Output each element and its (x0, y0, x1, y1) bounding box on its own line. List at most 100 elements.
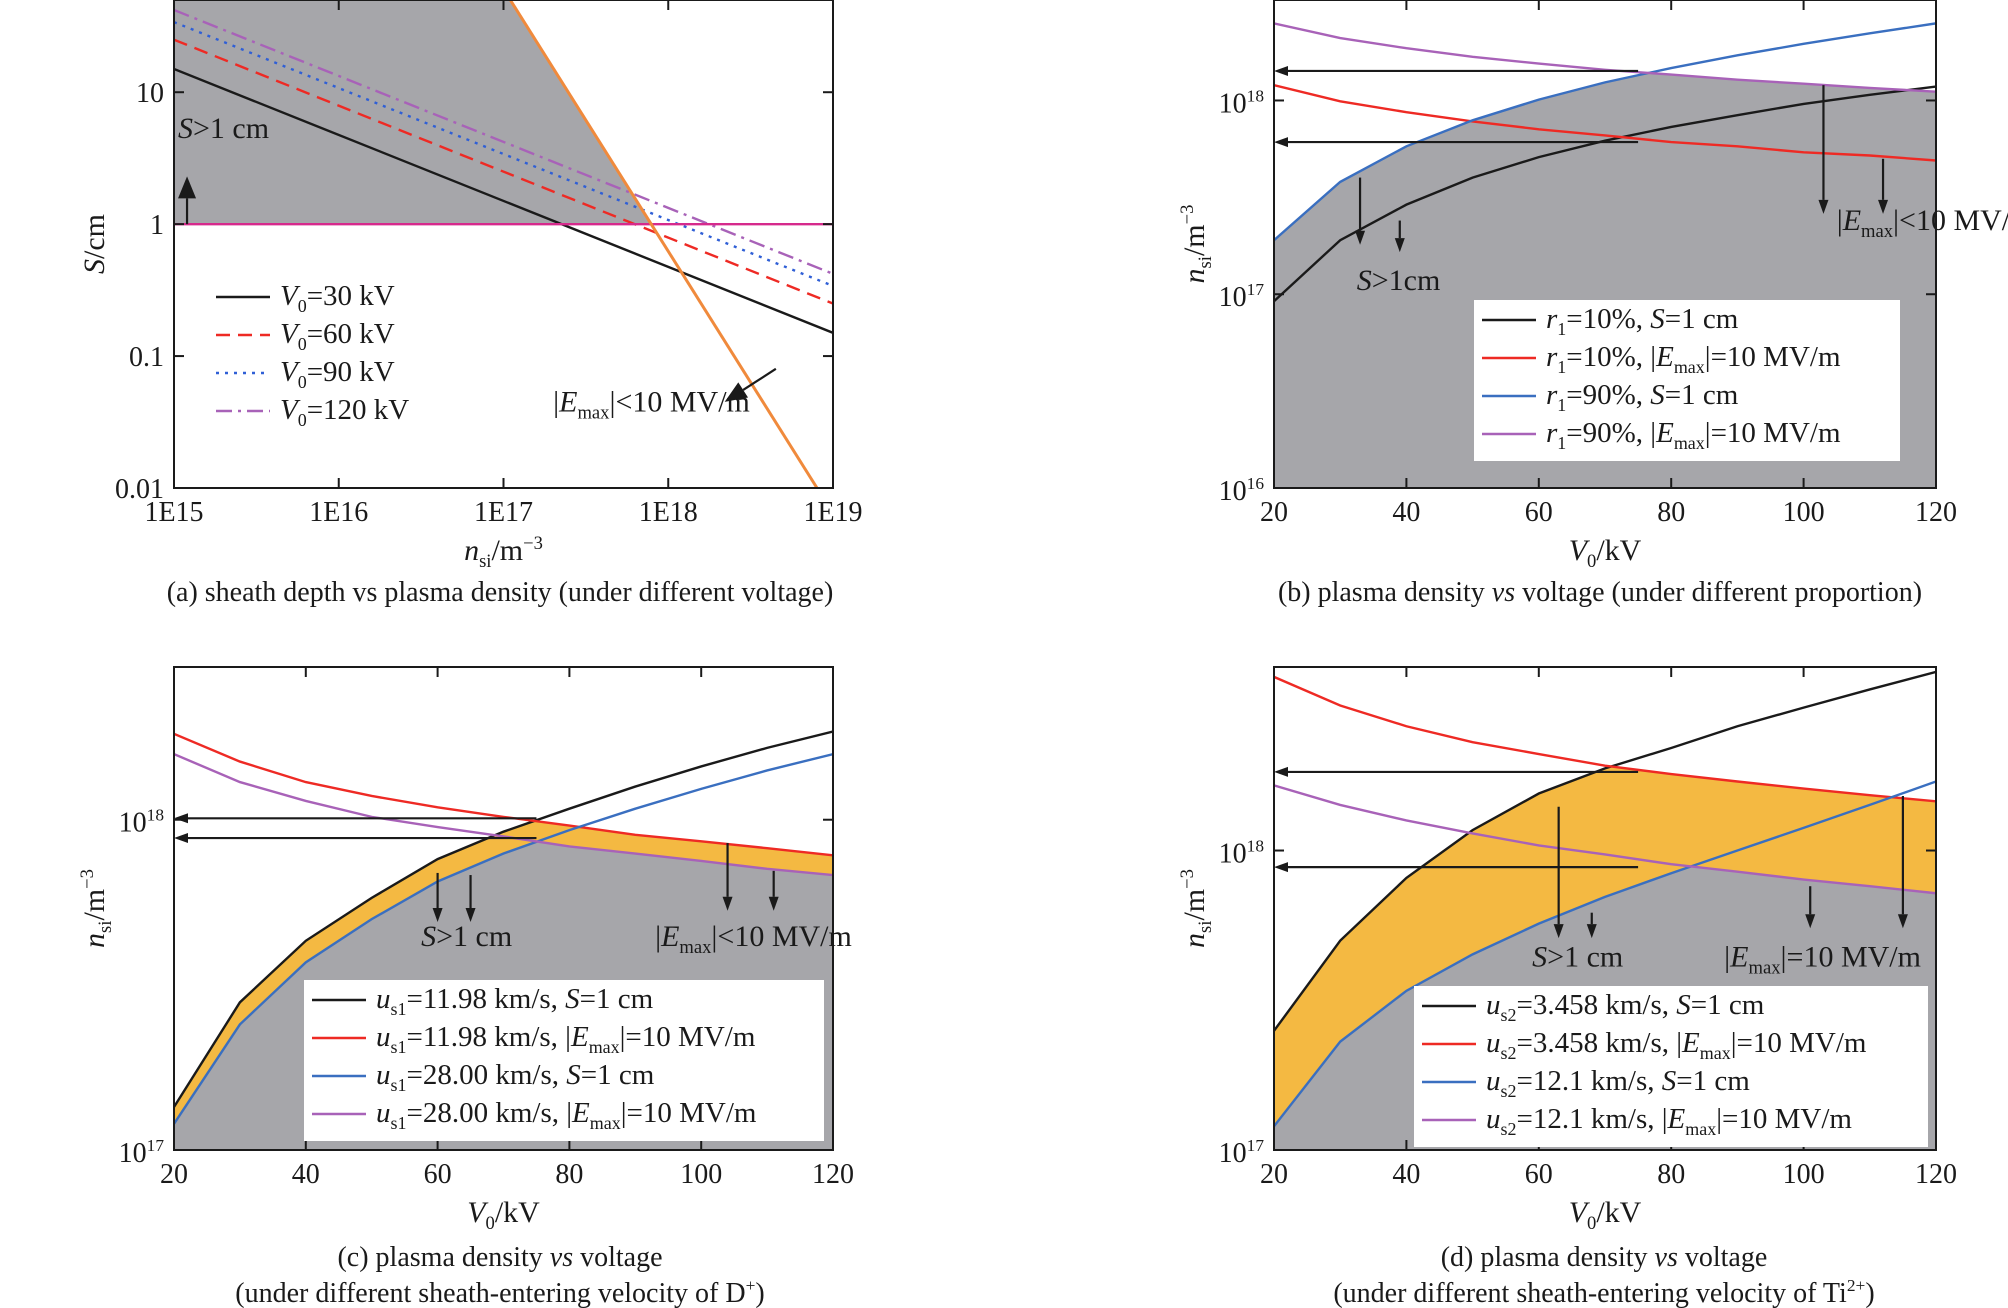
arrow-head (174, 833, 188, 844)
y-tick-label: 1018 (1219, 86, 1265, 119)
x-tick-label: 100 (1783, 497, 1825, 528)
x-tick-label: 80 (1657, 1159, 1685, 1190)
arrow-head (724, 382, 749, 402)
text-part: s1 (391, 999, 407, 1019)
text-part: max (1861, 221, 1894, 242)
text-part: 2+ (1847, 1276, 1865, 1295)
text-part: max (1700, 1043, 1731, 1063)
text-part: =11.98 km/s, | (406, 1021, 570, 1053)
text-part: s2 (1501, 1119, 1517, 1139)
panel-d: S>1 cm |Emax|=10 MV/m20 40 60 80 100 120101710… (1177, 666, 1957, 1308)
y-axis-label: nsi/m−3 (1177, 869, 1216, 948)
annotation-text: S>1 cm (178, 112, 269, 145)
x-tick-label: 60 (1525, 497, 1553, 528)
annotation-text: |Emax|<10 MV/m (1837, 204, 2008, 242)
text-part: |<10 MV/m (1893, 204, 2008, 237)
text-part: n (1178, 268, 1211, 283)
text-part: 10 (1219, 839, 1247, 870)
series-line (174, 67, 833, 334)
text-part: /cm (78, 214, 111, 259)
text-part: −3 (1177, 205, 1198, 225)
text-part: 1 (1557, 395, 1566, 415)
text-part: 0 (298, 410, 307, 430)
legend-label: us1=11.98 km/s, |Emax|=10 MV/m (376, 1021, 756, 1057)
y-tick-label: 1 (150, 210, 164, 241)
legend-label: us2=3.458 km/s, S=1 cm (1486, 989, 1765, 1025)
text-part: =28.00 km/s, (406, 1059, 566, 1091)
x-tick-label: 40 (1392, 497, 1420, 528)
text-part: 0 (298, 372, 307, 392)
text-part: /kV (1596, 1196, 1641, 1229)
arrow-head (1586, 924, 1597, 939)
text-part: 0 (298, 296, 307, 316)
legend-label: V0=90 kV (280, 356, 395, 392)
text-part: | (1837, 204, 1843, 237)
plot-area (174, 0, 833, 488)
text-part: max (589, 1037, 620, 1057)
arrow-head (1274, 766, 1288, 777)
caption-part: vs (550, 1242, 573, 1273)
caption: (b) plasma density vs voltage (under dif… (1278, 577, 1922, 608)
y-tick-label: 0.1 (129, 342, 164, 373)
text-part: |=10 MV/m (1731, 1027, 1867, 1059)
text-part: S (78, 259, 111, 274)
text-part: |=10 MV/m (620, 1021, 756, 1053)
text-part: u (376, 1059, 391, 1091)
text-part: 17 (147, 1136, 165, 1155)
text-part: 1 (1557, 319, 1566, 339)
y-tick-label: 1017 (1219, 1136, 1265, 1169)
text-part: −3 (77, 869, 98, 889)
text-part: |<10 MV/m (609, 386, 749, 419)
arrow-head (768, 896, 779, 911)
text-part: S (566, 1059, 581, 1091)
series-line (1274, 675, 1936, 803)
series-line (174, 730, 833, 1108)
legend-label: V0=120 kV (280, 394, 409, 430)
text-part: 17 (1247, 280, 1265, 299)
text-part: =1 cm (1691, 989, 1765, 1021)
text-part: >1cm (1372, 264, 1441, 297)
text-part: max (577, 403, 610, 424)
text-part: s2 (1501, 1081, 1517, 1101)
text-part: 0 (486, 1213, 495, 1234)
text-part: =60 kV (307, 318, 395, 350)
text-part: S (565, 983, 580, 1015)
text-part: | (553, 386, 559, 419)
text-part: s2 (1501, 1005, 1517, 1025)
x-tick-label: 20 (160, 1159, 188, 1190)
arrow-head (1274, 65, 1288, 76)
text-part: E (1667, 1103, 1686, 1135)
text-part: V (280, 394, 301, 426)
text-part: max (590, 1113, 621, 1133)
text-part: 10 (1219, 88, 1247, 119)
y-axis-label: nsi/m−3 (77, 869, 116, 948)
series-line (1274, 780, 1936, 1128)
x-tick-label: 20 (1260, 1159, 1288, 1190)
text-part: E (660, 920, 679, 953)
text-part: =120 kV (307, 394, 410, 426)
text-part: + (746, 1276, 756, 1295)
text-part: | (1724, 940, 1730, 973)
text-part: r (1546, 417, 1558, 449)
arrow-head (1878, 199, 1889, 214)
text-part: u (376, 1097, 391, 1129)
text-part: E (571, 1097, 590, 1129)
text-part: 10 (1219, 476, 1247, 507)
text-part: max (1749, 957, 1782, 978)
caption-part: voltage (under different proportion) (1515, 577, 1922, 608)
series-line (174, 732, 833, 857)
text-part: E (1842, 204, 1861, 237)
text-part: max (1685, 1119, 1716, 1139)
text-part: n (78, 933, 111, 948)
text-part: E (1655, 341, 1674, 373)
text-part: =1 cm (1665, 303, 1739, 335)
text-part: 1 (1557, 433, 1566, 453)
y-axis-label: S/cm (78, 214, 111, 274)
x-tick-label: 40 (1392, 1159, 1420, 1190)
annotation-text: |Emax|=10 MV/m (1724, 940, 1921, 978)
y-tick-label: 0.01 (115, 474, 164, 505)
text-part: s1 (391, 1037, 407, 1057)
text-part: u (1486, 1027, 1501, 1059)
text-part: (under different sheath-entering velocit… (1333, 1278, 1847, 1308)
